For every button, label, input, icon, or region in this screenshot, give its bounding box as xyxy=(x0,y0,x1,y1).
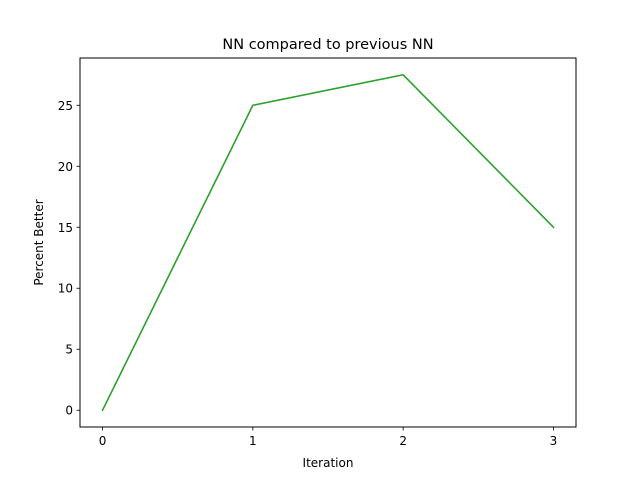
y-tick-label: 10 xyxy=(58,282,73,296)
axes-frame xyxy=(79,57,577,428)
x-tick-label: 3 xyxy=(550,434,558,448)
x-axis-label: Iteration xyxy=(303,456,354,470)
y-tick-label: 0 xyxy=(65,404,73,418)
plot-area xyxy=(101,73,555,412)
x-tick-label: 0 xyxy=(99,434,107,448)
x-tick-label: 2 xyxy=(399,434,407,448)
chart-title: NN compared to previous NN xyxy=(222,37,433,53)
y-tick-label: 20 xyxy=(58,160,73,174)
series-line-0 xyxy=(101,73,555,412)
y-tick-label: 5 xyxy=(65,343,73,357)
y-tick-label: 25 xyxy=(58,99,73,113)
x-axis: 0 1 2 3 xyxy=(99,427,558,448)
y-axis-label: Percent Better xyxy=(32,199,46,285)
y-tick-label: 15 xyxy=(58,221,73,235)
y-axis: 0 5 10 15 20 25 xyxy=(58,99,80,418)
x-tick-label: 1 xyxy=(249,434,257,448)
